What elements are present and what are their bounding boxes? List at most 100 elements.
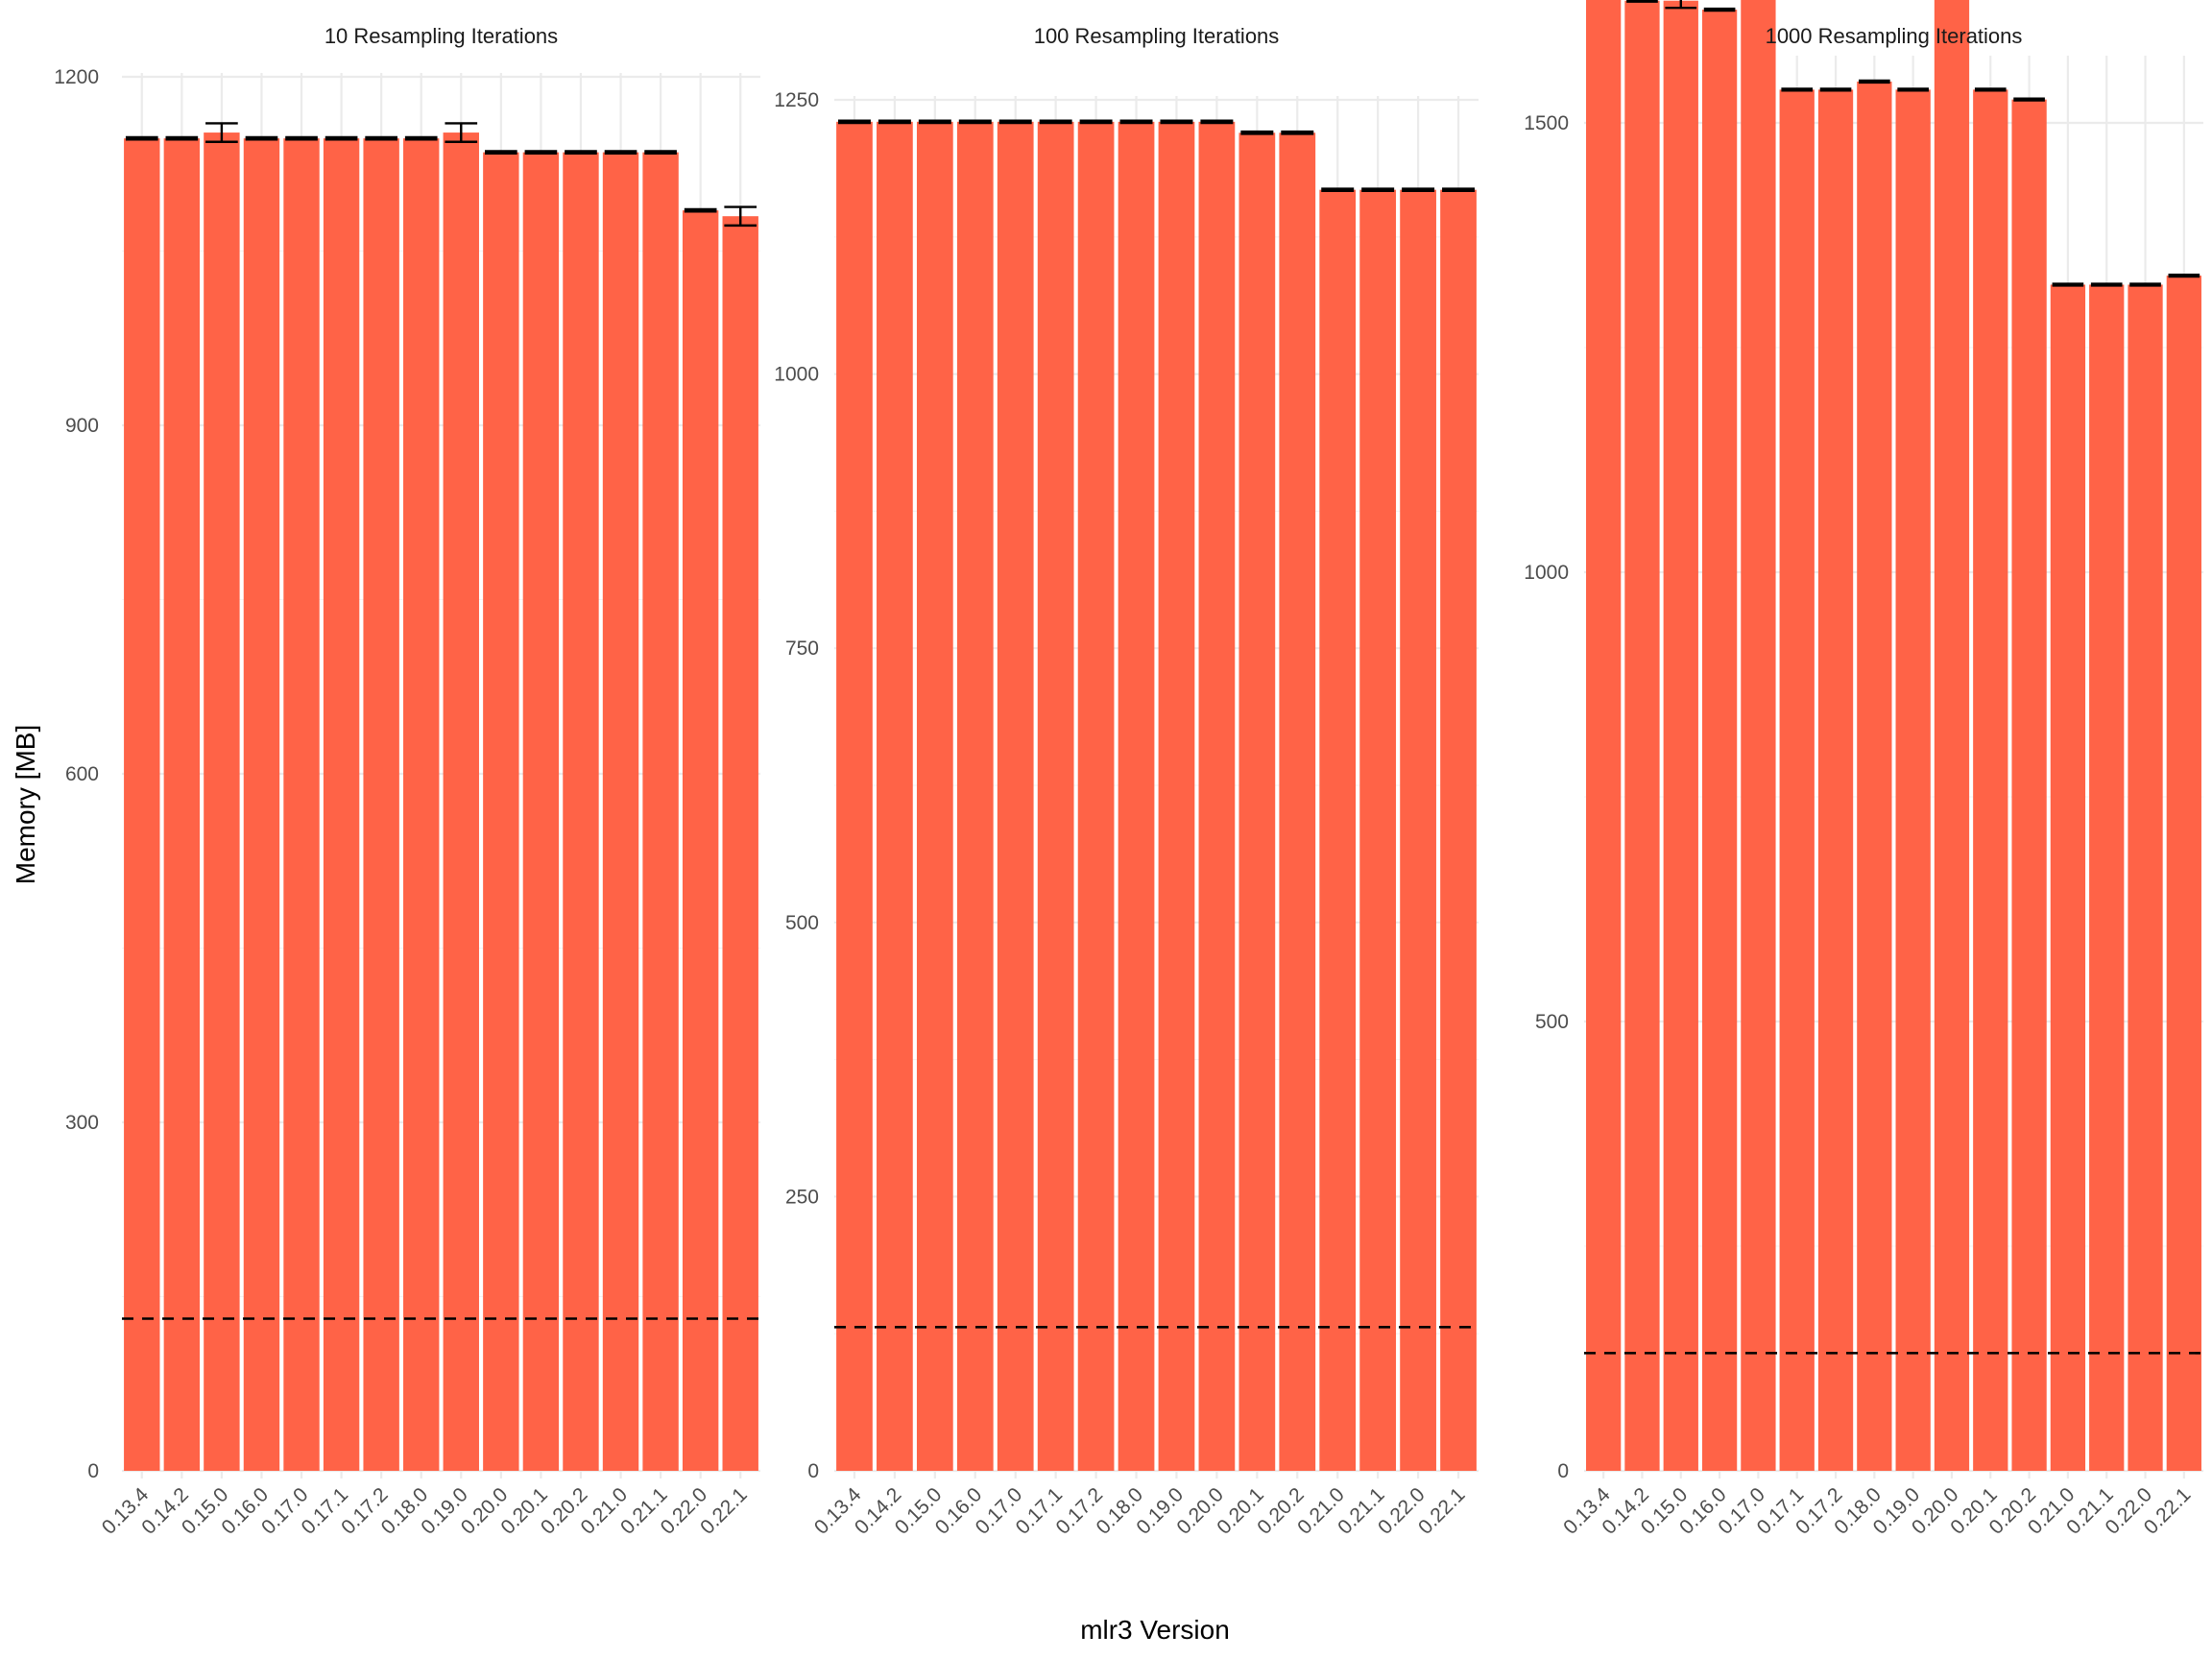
bar <box>1741 0 1776 1471</box>
bar <box>1279 132 1316 1472</box>
error-bar <box>125 135 158 141</box>
error-bar <box>1039 119 1072 125</box>
bar <box>997 121 1034 1471</box>
error-bar <box>2168 273 2200 278</box>
error-bar <box>2090 282 2123 287</box>
error-bar <box>1859 79 1890 84</box>
error-bar <box>1819 87 1852 92</box>
bar <box>877 121 913 1471</box>
bar <box>1624 0 1660 1472</box>
x-axis-title: mlr3 Version <box>1080 1615 1230 1645</box>
y-tick-label: 1500 <box>1524 112 1569 134</box>
bar <box>163 138 201 1471</box>
y-tick-label: 1000 <box>774 364 819 386</box>
error-bar <box>524 150 558 156</box>
error-bar <box>604 150 637 156</box>
bar <box>124 138 160 1471</box>
bar <box>483 152 519 1471</box>
y-axis-title: Memory [MB] <box>11 725 40 884</box>
y-tick-label: 1000 <box>1524 562 1569 584</box>
facet-panels: 030060090012000.13.40.14.20.15.00.16.00.… <box>54 0 2203 1539</box>
bar <box>1238 132 1276 1472</box>
error-bar <box>205 122 238 143</box>
bar <box>522 152 560 1471</box>
bar <box>916 121 953 1471</box>
y-tick-label: 250 <box>785 1186 819 1208</box>
bar <box>1779 89 1815 1471</box>
bar <box>1817 89 1854 1471</box>
bar <box>1895 89 1931 1471</box>
bar <box>2050 284 2086 1472</box>
error-bar <box>485 150 517 156</box>
error-bar <box>1897 87 1929 92</box>
bar <box>1400 189 1436 1472</box>
error-bar <box>724 205 757 228</box>
error-bar <box>1281 130 1314 135</box>
bar <box>1118 121 1155 1471</box>
y-tick-label: 1250 <box>774 89 819 111</box>
error-bar <box>445 122 478 143</box>
bar <box>1586 0 1622 1471</box>
error-bar <box>1626 0 1658 3</box>
bar <box>1077 121 1115 1471</box>
bar <box>2128 284 2163 1472</box>
bar <box>403 138 440 1471</box>
y-tick-label: 500 <box>785 912 819 934</box>
error-bar <box>1240 130 1274 135</box>
error-bar <box>1079 119 1113 125</box>
error-bar <box>837 119 871 125</box>
error-bar <box>878 119 911 125</box>
panel-title: 10 Resampling Iterations <box>325 24 558 48</box>
error-bar <box>1361 187 1395 193</box>
bar <box>1037 121 1074 1471</box>
error-bar <box>2052 282 2084 287</box>
error-bar <box>998 119 1032 125</box>
error-bar <box>325 135 358 141</box>
bar <box>443 132 479 1472</box>
bar <box>563 152 599 1471</box>
error-bar <box>245 135 278 141</box>
y-tick-label: 0 <box>87 1460 99 1482</box>
bar <box>1440 189 1477 1472</box>
error-bar <box>1442 187 1476 193</box>
bar <box>1934 0 1970 1471</box>
y-tick-label: 600 <box>65 763 99 785</box>
panel-1: 030060090012000.13.40.14.20.15.00.16.00.… <box>54 24 760 1539</box>
bar <box>1198 121 1236 1471</box>
y-tick-label: 900 <box>65 415 99 437</box>
error-bar <box>1781 87 1814 92</box>
x-tick-label: 0.22.1 <box>696 1483 752 1539</box>
y-tick-label: 750 <box>785 637 819 660</box>
error-bar <box>1321 187 1355 193</box>
panel-title: 100 Resampling Iterations <box>1034 24 1280 48</box>
error-bar <box>644 150 677 156</box>
bar <box>2166 276 2201 1471</box>
bar <box>1973 89 2008 1471</box>
error-bar <box>285 135 318 141</box>
panel-title: 1000 Resampling Iterations <box>1766 24 2023 48</box>
bar <box>642 152 679 1471</box>
y-tick-label: 1200 <box>54 66 99 88</box>
bar <box>1857 81 1892 1472</box>
y-tick-label: 500 <box>1535 1011 1569 1033</box>
bar <box>1663 0 1698 1472</box>
bar <box>323 138 360 1471</box>
x-tick-label: 0.22.1 <box>1414 1483 1470 1539</box>
bar <box>1359 189 1397 1472</box>
error-bar <box>1160 119 1193 125</box>
bar <box>204 132 240 1472</box>
error-bar <box>404 135 438 141</box>
error-bar <box>684 207 717 213</box>
bar <box>722 216 758 1472</box>
y-tick-label: 0 <box>807 1460 819 1482</box>
bar <box>2089 284 2125 1472</box>
error-bar <box>958 119 992 125</box>
error-bar <box>1703 7 1736 12</box>
bar <box>956 121 994 1471</box>
error-bar <box>2129 282 2161 287</box>
bar <box>836 121 873 1471</box>
bar <box>2011 99 2047 1471</box>
error-bar <box>2013 97 2045 102</box>
error-bar <box>1665 0 1697 10</box>
